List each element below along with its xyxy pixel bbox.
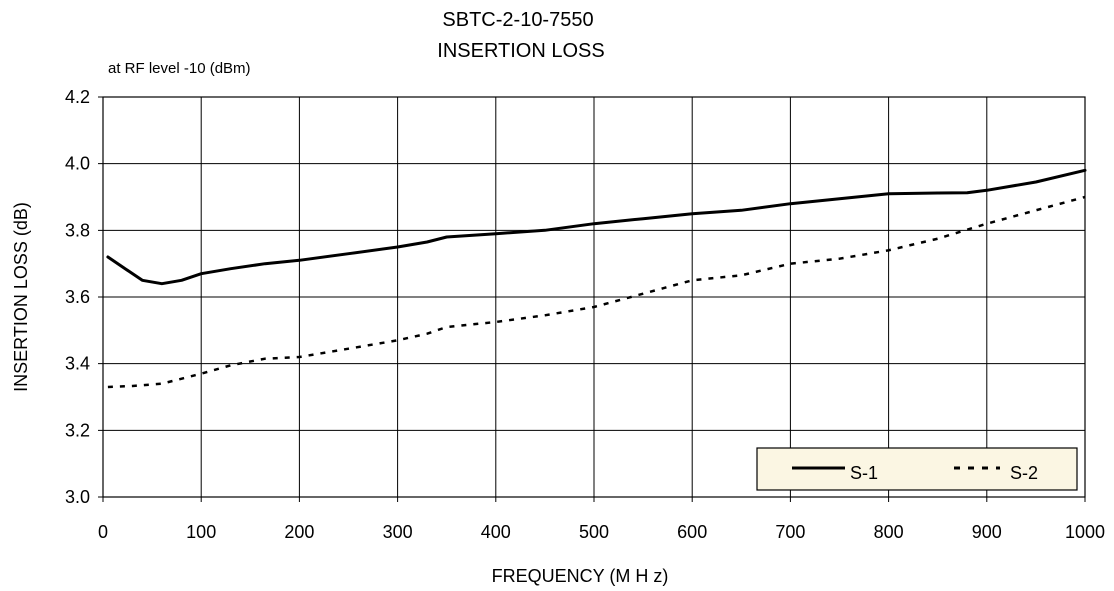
x-tick-label-800: 800: [874, 522, 904, 542]
y-tick-label-5: 4.0: [65, 154, 90, 174]
x-tick-label-1000: 1000: [1065, 522, 1105, 542]
y-tick-label-3: 3.6: [65, 287, 90, 307]
y-tick-label-2: 3.4: [65, 354, 90, 374]
legend-label-s-2: S-2: [1010, 463, 1038, 483]
chart-subtitle: at RF level -10 (dBm): [108, 60, 251, 77]
y-tick-label-0: 3.0: [65, 487, 90, 507]
y-axis-label: INSERTION LOSS (dB): [11, 202, 31, 392]
x-tick-label-100: 100: [186, 522, 216, 542]
x-axis-label: FREQUENCY (M H z): [492, 566, 669, 586]
tick-labels: 0 100 200 300 400 500 600 700 800 900 1000 3.0 3.2 3.…: [65, 87, 1105, 542]
grid-lines: [98, 96, 1086, 502]
chart-title-line-1: SBTC-2-10-7550: [442, 9, 593, 31]
x-tick-label-600: 600: [677, 522, 707, 542]
x-tick-label-700: 700: [775, 522, 805, 542]
y-tick-label-4: 3.8: [65, 220, 90, 240]
x-tick-label-0: 0: [98, 522, 108, 542]
legend-label-s-1: S-1: [850, 463, 878, 483]
x-tick-label-300: 300: [383, 522, 413, 542]
chart-title-line-2: INSERTION LOSS: [437, 40, 604, 62]
y-tick-label-1: 3.2: [65, 420, 90, 440]
data-series: [106, 168, 1087, 389]
x-tick-label-400: 400: [481, 522, 511, 542]
x-tick-label-500: 500: [579, 522, 609, 542]
series-line-s-2: [107, 195, 1086, 389]
x-tick-label-200: 200: [284, 522, 314, 542]
x-tick-label-900: 900: [972, 522, 1002, 542]
series-line-s-1: [106, 168, 1087, 286]
y-tick-label-6: 4.2: [65, 87, 90, 107]
legend: S-1 S-2: [756, 447, 1078, 491]
